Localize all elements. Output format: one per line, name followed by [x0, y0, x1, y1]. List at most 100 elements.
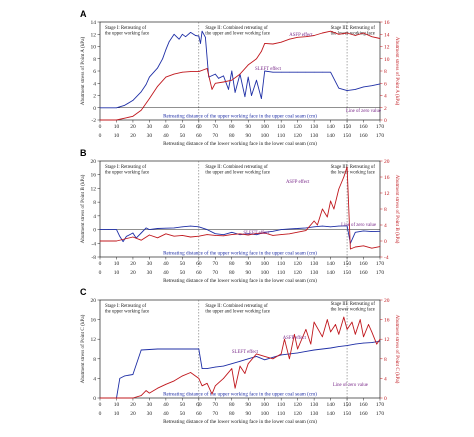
- data-point-blue: [223, 75, 224, 77]
- data-point-red: [305, 230, 307, 231]
- data-point-red: [333, 208, 335, 210]
- x2-tick-label: 90: [245, 124, 251, 130]
- data-point-blue: [239, 360, 241, 362]
- x2-tick-label: 20: [130, 261, 136, 267]
- x2-tick-label: 110: [277, 261, 285, 267]
- x2-tick-label: 0: [99, 124, 102, 130]
- data-point-red: [149, 98, 150, 99]
- data-point-red: [322, 208, 323, 210]
- x2-tick-label: 10: [114, 261, 120, 267]
- data-point-red: [165, 383, 167, 385]
- y2-tick-label: 4: [384, 376, 387, 382]
- data-point-blue: [140, 91, 142, 93]
- data-point-red: [140, 395, 142, 396]
- data-point-blue: [371, 85, 373, 87]
- x2-tick-label: 150: [343, 402, 352, 408]
- data-point-blue: [195, 35, 196, 36]
- data-point-red: [289, 233, 290, 235]
- x-tick-label: 100: [261, 411, 270, 417]
- x-axis-title: Retreating distance of the lower working…: [163, 140, 317, 147]
- data-point-blue: [305, 351, 307, 352]
- data-point-red: [354, 35, 356, 36]
- x2-tick-label: 130: [310, 261, 319, 267]
- data-point-red: [132, 115, 134, 117]
- x-tick-label: 70: [213, 411, 219, 417]
- data-point-blue: [289, 71, 290, 73]
- x-tick-label: 130: [310, 133, 319, 139]
- x-tick-label: 170: [376, 411, 385, 417]
- data-point-blue: [379, 230, 381, 232]
- y-tick-label: 14: [91, 20, 97, 26]
- x-tick-label: 20: [130, 270, 136, 276]
- x-tick-label: 130: [310, 411, 319, 417]
- x-tick-label: 170: [376, 270, 385, 276]
- data-point-red: [234, 387, 236, 389]
- data-point-blue: [297, 71, 298, 73]
- data-point-red: [272, 358, 274, 360]
- data-point-red: [244, 373, 246, 374]
- stage-annotation: Stage III: Retreating of: [331, 302, 376, 307]
- x-tick-label: 60: [196, 270, 202, 276]
- data-point-blue: [272, 71, 274, 73]
- data-point-red: [116, 397, 117, 399]
- data-point-blue: [322, 225, 323, 227]
- data-point-blue: [145, 84, 147, 85]
- y2-tick-label: 16: [384, 318, 390, 324]
- data-point-red: [124, 238, 126, 240]
- data-point-blue: [206, 368, 208, 369]
- data-point-red: [261, 51, 262, 52]
- y2-tick-label: 6: [384, 81, 387, 87]
- data-point-red: [350, 248, 351, 250]
- stage-annotation: the upper working face: [105, 32, 149, 37]
- x-tick-label: 10: [114, 411, 120, 417]
- y2-tick-label: 16: [384, 175, 390, 181]
- data-point-red: [239, 365, 241, 367]
- data-point-blue: [313, 349, 315, 351]
- data-point-blue: [132, 100, 134, 101]
- data-point-red: [351, 321, 353, 323]
- panel-label: C: [80, 287, 87, 297]
- data-point-red: [376, 343, 378, 345]
- data-point-red: [338, 188, 340, 190]
- panel-label: B: [80, 148, 87, 158]
- x2-tick-label: 130: [310, 124, 319, 130]
- stage-annotation: the upper and lower working face: [205, 32, 270, 37]
- data-point-blue: [228, 89, 229, 90]
- data-point-blue: [313, 226, 315, 228]
- data-point-red: [363, 245, 364, 247]
- y2-tick-label: 4: [384, 223, 387, 229]
- data-point-red: [354, 333, 356, 335]
- y-tick-label: 10: [91, 45, 97, 51]
- data-point-blue: [223, 365, 224, 367]
- effect-annotation: ASFP effect: [283, 336, 307, 341]
- x-tick-label: 90: [245, 411, 251, 417]
- stage-annotation: the upper and lower working face: [205, 171, 270, 176]
- data-point-red: [330, 331, 331, 333]
- data-point-red: [198, 378, 200, 379]
- data-point-blue: [214, 73, 216, 75]
- y-tick-label: 20: [91, 159, 97, 165]
- x-tick-label: 140: [326, 411, 335, 417]
- x2-tick-label: 50: [180, 124, 186, 130]
- y2-tick-label: 8: [384, 207, 387, 213]
- x-axis-title: Retreating distance of the lower working…: [163, 418, 317, 425]
- data-point-blue: [264, 231, 266, 233]
- data-point-blue: [140, 232, 142, 234]
- data-point-blue: [261, 98, 262, 99]
- data-point-blue: [251, 95, 252, 96]
- data-point-blue: [256, 356, 257, 357]
- x2-tick-label: 70: [213, 261, 219, 267]
- x2-tick-label: 80: [229, 402, 235, 408]
- y2-axis-title: Abutment stress of Point A (kPa): [394, 37, 401, 106]
- data-point-blue: [231, 70, 233, 72]
- data-point-blue: [330, 347, 331, 349]
- stage-annotation: Stage II: Combined retreating of: [205, 26, 268, 31]
- data-point-blue: [140, 349, 142, 351]
- x2-tick-label: 20: [130, 402, 136, 408]
- y-tick-label: 2: [93, 94, 96, 100]
- plot-frame: [99, 299, 381, 399]
- series-line-red: [100, 316, 381, 399]
- x-tick-label: 70: [213, 133, 219, 139]
- data-point-red: [294, 333, 295, 335]
